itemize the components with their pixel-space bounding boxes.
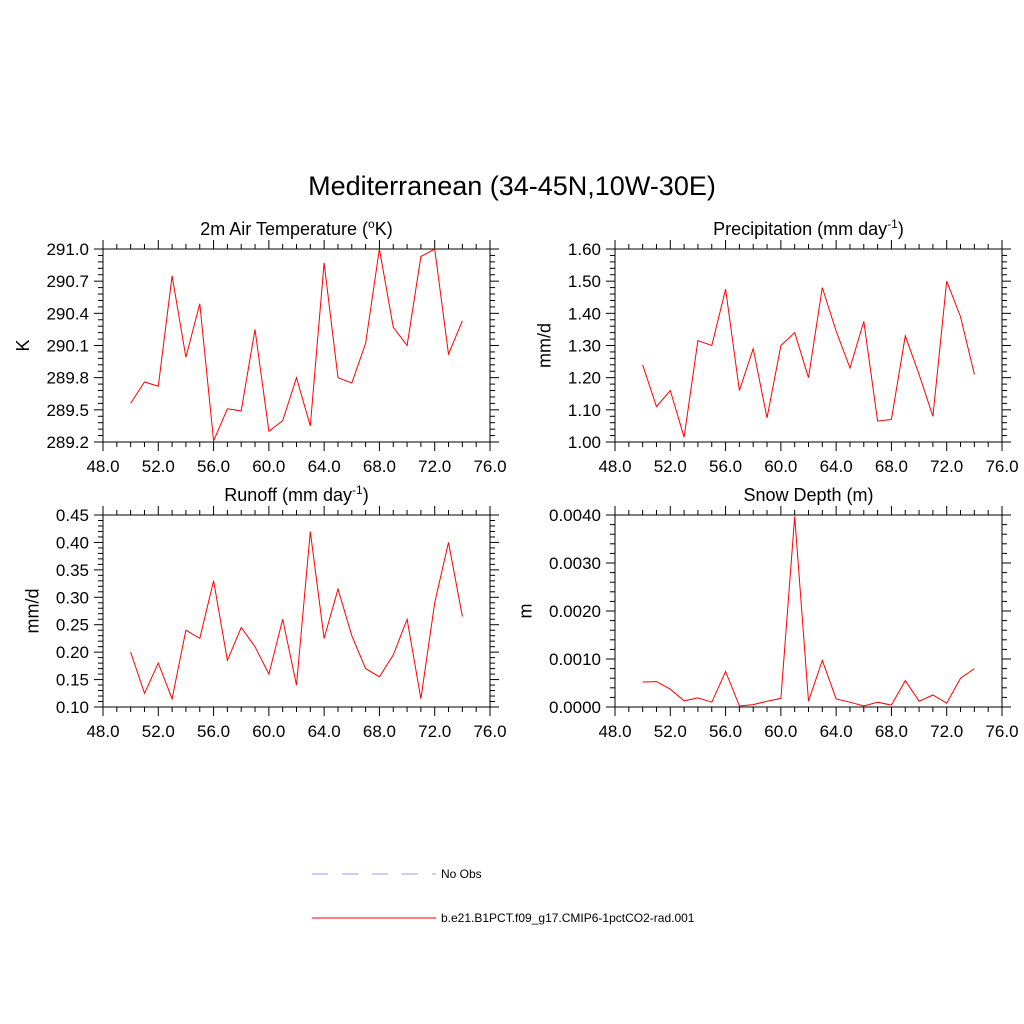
x-tick-label: 48.0 — [86, 722, 119, 741]
y-tick-label: 1.30 — [568, 337, 601, 356]
legend-label-no-obs: No Obs — [441, 867, 482, 881]
y-tick-label: 0.30 — [56, 588, 89, 607]
panel-title: 2m Air Temperature (oK) — [200, 217, 392, 239]
panel-title: Snow Depth (m) — [743, 485, 873, 505]
x-tick-label: 72.0 — [930, 457, 963, 476]
x-tick-label: 48.0 — [598, 457, 631, 476]
y-tick-label: 289.2 — [46, 433, 89, 452]
x-tick-label: 56.0 — [709, 722, 742, 741]
y-tick-label: 290.4 — [46, 304, 89, 323]
x-tick-label: 48.0 — [86, 457, 119, 476]
x-tick-label: 68.0 — [363, 457, 396, 476]
x-tick-label: 60.0 — [252, 722, 285, 741]
x-tick-label: 52.0 — [142, 722, 175, 741]
legend: No Obs b.e21.B1PCT.f09_g17.CMIP6-1pctCO2… — [312, 867, 695, 925]
x-tick-label: 72.0 — [930, 722, 963, 741]
y-tick-label: 290.1 — [46, 337, 89, 356]
x-tick-label: 76.0 — [985, 722, 1018, 741]
series-line — [642, 516, 975, 707]
x-tick-label: 56.0 — [197, 722, 230, 741]
x-tick-label: 64.0 — [820, 722, 853, 741]
panels-group: 48.0 52.0 56.0 60.0 64.0 68.0 72.0 76.0 289.2 289… — [13, 217, 1019, 741]
legend-label-model: b.e21.B1PCT.f09_g17.CMIP6-1pctCO2-rad.00… — [441, 911, 695, 925]
y-tick-label: 0.10 — [56, 698, 89, 717]
y-tick-label: 0.35 — [56, 561, 89, 580]
x-tick-label: 60.0 — [252, 457, 285, 476]
x-tick-label: 56.0 — [709, 457, 742, 476]
x-tick-label: 76.0 — [985, 457, 1018, 476]
series-line — [130, 248, 463, 443]
y-tick-label: 289.5 — [46, 401, 89, 420]
y-axis-label: m — [515, 604, 535, 619]
y-tick-label: 0.20 — [56, 643, 89, 662]
y-tick-label: 1.50 — [568, 272, 601, 291]
panel-runoff: 48.0 52.0 56.0 60.0 64.0 68.0 72.0 76.0 0.10 0.15… — [23, 483, 507, 741]
series-line — [130, 531, 463, 701]
panel-snow-depth: 48.0 52.0 56.0 60.0 64.0 68.0 72.0 76.0 0.0000 0.… — [515, 485, 1018, 741]
y-tick-label: 0.45 — [56, 506, 89, 525]
y-axis-label: K — [13, 339, 33, 351]
y-tick-label: 290.7 — [46, 272, 89, 291]
panel-title: Runoff (mm day-1) — [224, 483, 368, 505]
x-tick-label: 72.0 — [418, 722, 451, 741]
y-tick-label: 291.0 — [46, 240, 89, 259]
x-tick-label: 68.0 — [875, 722, 908, 741]
x-tick-label: 76.0 — [473, 722, 506, 741]
y-tick-label: 1.40 — [568, 304, 601, 323]
y-axis-label: mm/d — [23, 589, 43, 634]
panel-temperature: 48.0 52.0 56.0 60.0 64.0 68.0 72.0 76.0 289.2 289… — [13, 217, 507, 476]
y-tick-label: 0.0000 — [549, 698, 601, 717]
x-tick-label: 76.0 — [473, 457, 506, 476]
x-tick-label: 64.0 — [308, 457, 341, 476]
y-tick-label: 1.10 — [568, 401, 601, 420]
x-tick-label: 56.0 — [197, 457, 230, 476]
x-tick-label: 52.0 — [142, 457, 175, 476]
y-axis-label: mm/d — [535, 323, 555, 368]
x-tick-label: 68.0 — [875, 457, 908, 476]
y-tick-label: 1.00 — [568, 433, 601, 452]
x-tick-label: 68.0 — [363, 722, 396, 741]
y-tick-label: 0.0020 — [549, 602, 601, 621]
series-line — [642, 281, 975, 438]
y-tick-label: 289.8 — [46, 369, 89, 388]
x-tick-label: 64.0 — [820, 457, 853, 476]
x-tick-label: 48.0 — [598, 722, 631, 741]
y-tick-label: 0.0040 — [549, 506, 601, 525]
x-tick-label: 60.0 — [764, 457, 797, 476]
x-tick-label: 52.0 — [654, 722, 687, 741]
y-tick-label: 0.25 — [56, 616, 89, 635]
y-tick-label: 0.15 — [56, 671, 89, 690]
x-tick-label: 52.0 — [654, 457, 687, 476]
panel-precipitation: 48.0 52.0 56.0 60.0 64.0 68.0 72.0 76.0 1.00 1.10… — [535, 217, 1019, 476]
x-tick-label: 60.0 — [764, 722, 797, 741]
y-tick-label: 0.0030 — [549, 554, 601, 573]
panel-title: Precipitation (mm day-1) — [713, 217, 904, 239]
figure-title: Mediterranean (34-45N,10W-30E) — [308, 171, 716, 201]
x-tick-label: 64.0 — [308, 722, 341, 741]
x-tick-label: 72.0 — [418, 457, 451, 476]
y-tick-label: 0.0010 — [549, 650, 601, 669]
y-tick-label: 1.60 — [568, 240, 601, 259]
y-tick-label: 0.40 — [56, 533, 89, 552]
y-tick-label: 1.20 — [568, 369, 601, 388]
